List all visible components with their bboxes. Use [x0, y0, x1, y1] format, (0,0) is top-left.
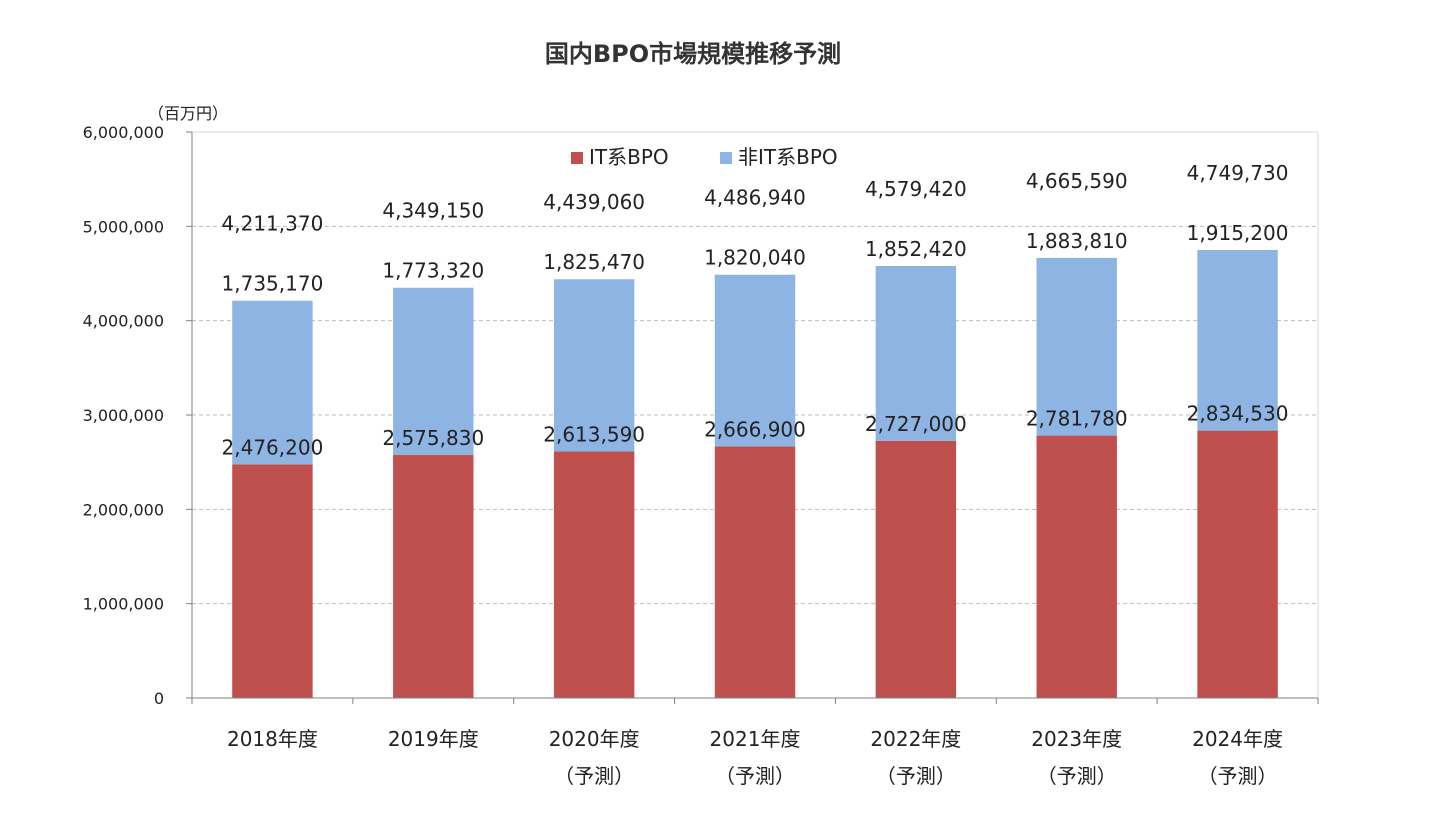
- bar-it-bpo: [875, 440, 957, 698]
- bar-it-bpo: [232, 464, 313, 698]
- bar-group: [232, 249, 1278, 698]
- bar-non-it-bpo: [1036, 257, 1117, 436]
- data-label-non-it-bpo: 1,820,040: [704, 246, 806, 270]
- bar-non-it-bpo: [393, 287, 474, 456]
- data-label-total: 4,211,370: [222, 212, 324, 236]
- y-tick-label: 3,000,000: [83, 406, 164, 425]
- x-category-labels: 2018年度 2019年度 2020年度 （予測） 2021年度 （予測） 2022年度 （予…: [227, 727, 1283, 788]
- bar-it-bpo: [393, 455, 474, 698]
- data-label-non-it-bpo: 1,825,470: [543, 250, 645, 274]
- bar-it-bpo: [553, 451, 635, 698]
- y-tick-label: 4,000,000: [83, 312, 164, 331]
- legend-swatch-non-it-bpo: [720, 152, 732, 164]
- data-label-it-bpo: 2,781,780: [1026, 407, 1128, 431]
- data-label-non-it-bpo: 1,735,170: [222, 272, 324, 296]
- y-tick-label: 2,000,000: [83, 500, 164, 519]
- x-category-label: 2023年度: [1031, 727, 1122, 751]
- data-label-it-bpo: 2,727,000: [865, 412, 967, 436]
- data-label-total: 4,439,060: [543, 190, 645, 214]
- legend-label-it-bpo: IT系BPO: [589, 145, 669, 169]
- x-category-sublabel: （予測）: [1037, 764, 1117, 788]
- y-tick-label: 1,000,000: [83, 595, 164, 614]
- data-label-it-bpo: 2,575,830: [382, 426, 484, 450]
- data-label-it-bpo: 2,834,530: [1187, 402, 1289, 426]
- legend: IT系BPO 非IT系BPO: [571, 145, 838, 169]
- chart-title: 国内BPO市場規模推移予測: [545, 40, 841, 68]
- data-label-non-it-bpo: 1,883,810: [1026, 229, 1128, 253]
- x-category-label: 2020年度: [549, 727, 640, 751]
- data-label-it-bpo: 2,666,900: [704, 417, 806, 441]
- bar-it-bpo: [1036, 435, 1117, 698]
- y-tick-label: 0: [154, 689, 164, 708]
- bar-non-it-bpo: [232, 300, 313, 465]
- x-category-label: 2021年度: [710, 727, 801, 751]
- data-label-it-bpo: 2,476,200: [222, 435, 324, 459]
- y-tick-label: 6,000,000: [83, 123, 164, 142]
- data-label-total: 4,749,730: [1187, 161, 1289, 185]
- bar-non-it-bpo: [1197, 249, 1278, 431]
- x-category-sublabel: （予測）: [1198, 764, 1278, 788]
- axes: [186, 131, 1319, 704]
- data-label-total: 4,665,590: [1026, 169, 1128, 193]
- x-category-sublabel: （予測）: [554, 764, 634, 788]
- bar-non-it-bpo: [714, 274, 796, 447]
- x-category-label: 2019年度: [388, 727, 479, 751]
- x-category-label: 2018年度: [227, 727, 318, 751]
- bar-it-bpo: [714, 446, 796, 698]
- bar-it-bpo: [1197, 430, 1278, 698]
- y-tick-label: 5,000,000: [83, 217, 164, 236]
- data-label-total: 4,579,420: [865, 177, 967, 201]
- data-label-total: 4,349,150: [382, 199, 484, 223]
- legend-label-non-it-bpo: 非IT系BPO: [738, 145, 838, 169]
- data-labels: 2,476,200 1,735,170 4,211,370 2,575,830 1,77…: [222, 161, 1289, 459]
- data-label-non-it-bpo: 1,915,200: [1187, 221, 1289, 245]
- x-category-label: 2022年度: [870, 727, 961, 751]
- legend-swatch-it-bpo: [571, 152, 583, 164]
- data-label-non-it-bpo: 1,852,420: [865, 237, 967, 261]
- y-tick-labels: 0 1,000,000 2,000,000 3,000,000 4,000,000 5,0…: [83, 123, 164, 708]
- bar-non-it-bpo: [553, 279, 635, 452]
- x-category-label: 2024年度: [1192, 727, 1283, 751]
- y-axis-unit: （百万円）: [148, 104, 228, 123]
- data-label-total: 4,486,940: [704, 186, 806, 210]
- data-label-it-bpo: 2,613,590: [543, 422, 645, 446]
- x-category-sublabel: （予測）: [715, 764, 795, 788]
- data-label-non-it-bpo: 1,773,320: [382, 259, 484, 283]
- x-category-sublabel: （予測）: [876, 764, 956, 788]
- bar-non-it-bpo: [875, 266, 957, 441]
